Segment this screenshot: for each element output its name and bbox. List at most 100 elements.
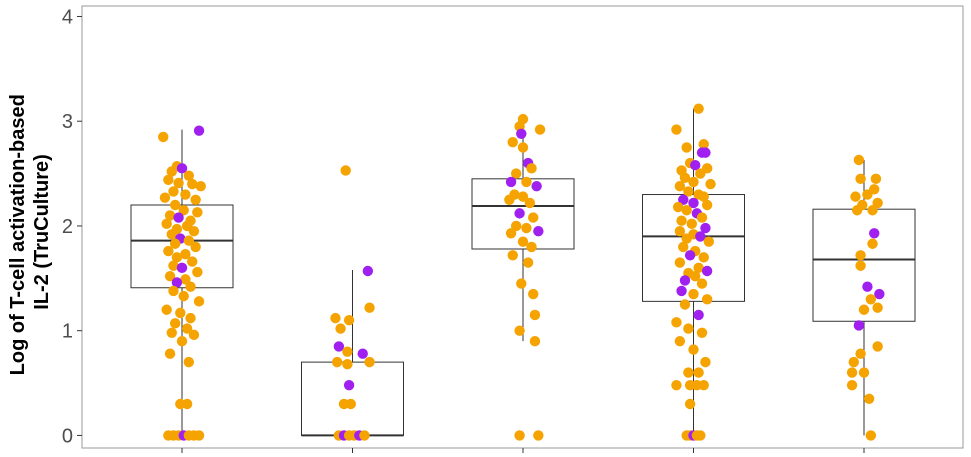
orange-data-point	[870, 173, 882, 185]
purple-data-point	[531, 180, 542, 192]
orange-data-point	[703, 236, 715, 247]
orange-data-point	[855, 250, 866, 261]
orange-data-point	[681, 142, 692, 153]
orange-data-point	[700, 356, 711, 368]
orange-data-point	[163, 174, 174, 186]
orange-data-point	[188, 329, 200, 341]
orange-data-point	[342, 346, 353, 357]
orange-data-point	[696, 327, 708, 338]
orange-data-point	[166, 166, 177, 177]
purple-data-point	[514, 208, 525, 219]
orange-data-point	[190, 194, 201, 205]
orange-data-point	[517, 191, 529, 202]
y-tick-label: 0	[62, 425, 73, 447]
orange-data-point	[698, 139, 709, 150]
purple-data-point	[853, 320, 865, 331]
orange-data-point	[193, 430, 205, 441]
orange-data-point	[359, 430, 370, 441]
orange-data-point	[340, 165, 351, 176]
orange-data-point	[164, 271, 176, 282]
orange-data-point	[192, 207, 203, 218]
purple-data-point	[362, 265, 374, 277]
orange-data-point	[686, 218, 697, 230]
orange-data-point	[171, 252, 183, 263]
orange-data-point	[698, 252, 709, 263]
orange-data-point	[190, 241, 201, 253]
orange-data-point	[364, 356, 375, 368]
orange-data-point	[522, 257, 534, 268]
orange-data-point	[872, 302, 883, 313]
orange-data-point	[872, 197, 883, 209]
points-layer	[158, 103, 885, 441]
purple-data-point	[693, 309, 704, 321]
orange-data-point	[855, 173, 866, 185]
purple-data-point	[505, 176, 517, 188]
orange-data-point	[514, 430, 525, 441]
orange-data-point	[169, 238, 181, 249]
orange-data-point	[855, 348, 866, 359]
y-axis-label-line-2: IL-2 (TruCulture)	[31, 154, 53, 310]
orange-data-point	[688, 176, 699, 188]
orange-data-point	[175, 307, 186, 319]
orange-data-point	[858, 367, 870, 378]
orange-data-point	[183, 170, 195, 181]
orange-data-point	[698, 379, 709, 391]
orange-data-point	[164, 348, 176, 359]
y-axis-label-line-1: Log of T-cell activation-based	[7, 94, 29, 375]
orange-data-point	[330, 312, 341, 324]
orange-data-point	[510, 168, 522, 179]
orange-data-point	[865, 430, 877, 441]
orange-data-point	[867, 238, 878, 249]
x-axis-ticks	[181, 448, 865, 453]
purple-data-point	[193, 125, 205, 136]
purple-data-point	[862, 281, 873, 292]
orange-data-point	[343, 315, 355, 326]
purple-data-point	[700, 222, 711, 234]
purple-data-point	[688, 197, 699, 209]
orange-data-point	[517, 142, 529, 153]
orange-data-point	[514, 325, 525, 336]
orange-data-point	[679, 172, 691, 183]
y-tick-label: 3	[62, 111, 73, 133]
orange-data-point	[169, 199, 181, 211]
orange-data-point	[504, 194, 515, 205]
orange-data-point	[853, 154, 865, 166]
purple-data-point	[684, 250, 696, 261]
purple-data-point	[701, 265, 713, 277]
orange-data-point	[181, 398, 193, 410]
purple-data-point	[533, 225, 544, 237]
orange-data-point	[180, 189, 191, 200]
orange-data-point	[195, 180, 206, 192]
orange-data-point	[846, 379, 858, 391]
orange-data-point	[524, 197, 536, 209]
orange-data-point	[674, 335, 686, 347]
orange-data-point	[681, 233, 692, 244]
orange-data-point	[693, 103, 704, 114]
orange-data-point	[674, 257, 686, 268]
orange-data-point	[185, 312, 196, 324]
orange-data-point	[855, 260, 866, 271]
orange-data-point	[696, 212, 708, 223]
orange-data-point	[681, 205, 692, 216]
orange-data-point	[848, 356, 859, 368]
orange-data-point	[331, 356, 343, 368]
purple-data-point	[176, 163, 188, 174]
orange-data-point	[701, 199, 713, 211]
orange-data-point	[534, 124, 546, 135]
purple-data-point	[176, 262, 188, 274]
boxes-layer	[130, 108, 916, 437]
orange-data-point	[342, 359, 353, 370]
orange-data-point	[166, 229, 177, 240]
orange-data-point	[364, 302, 375, 313]
purple-data-point	[696, 147, 708, 158]
orange-data-point	[166, 327, 177, 338]
purple-data-point	[695, 231, 706, 242]
orange-data-point	[507, 250, 518, 261]
purple-data-point	[333, 341, 345, 352]
y-axis-label: Log of T-cell activation-based IL-2 (Tru…	[7, 89, 53, 376]
orange-data-point	[862, 189, 873, 200]
y-axis-ticks: 0 1 2 3 4	[62, 6, 82, 447]
orange-data-point	[178, 205, 189, 216]
purple-data-point	[516, 128, 527, 139]
